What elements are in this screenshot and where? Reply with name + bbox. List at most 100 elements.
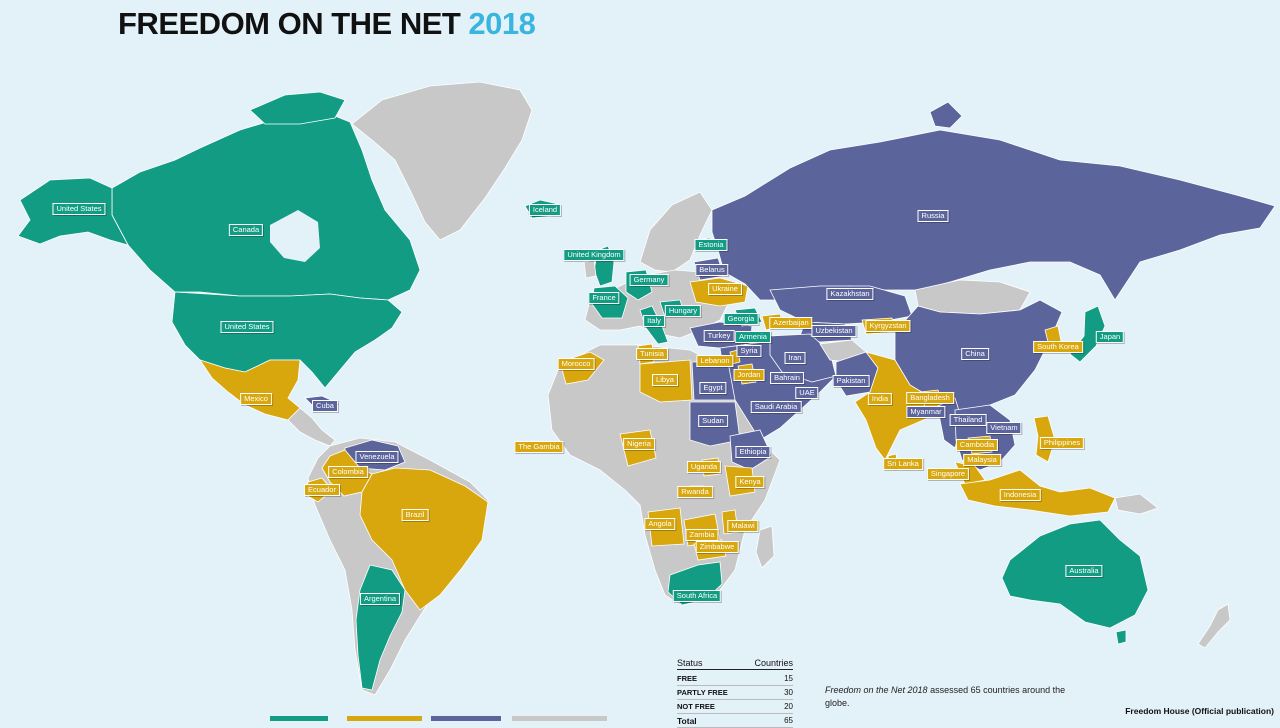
country-label-pakistan: Pakistan xyxy=(832,375,870,387)
status-total-label: Total xyxy=(677,715,697,726)
country-label-zimbabwe: Zimbabwe xyxy=(695,541,739,553)
country-label-saudi-arabia: Saudi Arabia xyxy=(750,401,802,413)
country-label-nigeria: Nigeria xyxy=(623,438,655,450)
country-label-malawi: Malawi xyxy=(727,520,759,532)
country-label-sudan: Sudan xyxy=(698,415,728,427)
country-label-brazil: Brazil xyxy=(401,509,429,521)
country-label-iran: Iran xyxy=(784,352,806,364)
country-label-jordan: Jordan xyxy=(733,369,765,381)
country-label-united-states-alaska: United States xyxy=(52,203,106,215)
title-year: 2018 xyxy=(468,6,536,41)
country-label-united-states: United States xyxy=(220,321,274,333)
country-label-vietnam: Vietnam xyxy=(986,422,1022,434)
country-label-australia: Australia xyxy=(1065,565,1103,577)
country-label-china: China xyxy=(961,348,989,360)
region-new-zealand xyxy=(1197,603,1231,649)
status-row-total: Total 65 xyxy=(677,714,793,728)
region-ireland xyxy=(583,259,597,279)
status-row-not-free: NOT FREE 20 xyxy=(677,700,793,714)
country-label-morocco: Morocco xyxy=(557,358,595,370)
country-label-georgia: Georgia xyxy=(723,313,759,325)
country-label-south-africa: South Africa xyxy=(672,590,722,602)
country-label-armenia: Armenia xyxy=(735,331,771,343)
legend-swatch-not-evaluated xyxy=(512,716,607,721)
country-label-italy: Italy xyxy=(643,315,665,327)
source-credit: Freedom House (Official publication) xyxy=(1125,706,1274,716)
status-partly-free-label: PARTLY FREE xyxy=(677,688,728,697)
note-publication: Freedom on the Net 2018 xyxy=(825,685,928,695)
country-label-indonesia: Indonesia xyxy=(999,489,1041,501)
region-canada-islands xyxy=(249,91,346,125)
country-label-thailand: Thailand xyxy=(949,414,987,426)
country-label-kazakhstan: Kazakhstan xyxy=(826,288,874,300)
note-text: assessed 65 countries around the globe. xyxy=(825,685,1066,708)
country-label-ethiopia: Ethiopia xyxy=(735,446,771,458)
legend-swatch-not-free xyxy=(431,716,501,721)
status-not-free-label: NOT FREE xyxy=(677,702,715,711)
country-label-ecuador: Ecuador xyxy=(304,484,340,496)
country-label-egypt: Egypt xyxy=(699,382,727,394)
country-label-venezuela: Venezuela xyxy=(355,451,399,463)
country-label-colombia: Colombia xyxy=(328,466,368,478)
region-greenland xyxy=(351,81,533,241)
country-label-south-korea: South Korea xyxy=(1033,341,1083,353)
country-label-myanmar: Myanmar xyxy=(906,406,946,418)
title-main: FREEDOM ON THE NET xyxy=(118,6,461,41)
country-label-kyrgyzstan: Kyrgyzstan xyxy=(865,320,911,332)
country-label-sri-lanka: Sri Lanka xyxy=(883,458,923,470)
legend-swatch-partly-free xyxy=(347,716,422,721)
country-label-azerbaijan: Azerbaijan xyxy=(769,317,813,329)
country-label-cambodia: Cambodia xyxy=(955,439,999,451)
country-label-uae: UAE xyxy=(795,387,819,399)
status-table: Status Countries FREE 15 PARTLY FREE 30 … xyxy=(677,658,793,728)
region-madagascar xyxy=(755,525,775,569)
status-not-free-count: 20 xyxy=(784,702,793,711)
region-hudson-bay xyxy=(270,210,320,262)
assessment-note: Freedom on the Net 2018 assessed 65 coun… xyxy=(825,684,1085,710)
country-label-rwanda: Rwanda xyxy=(677,486,713,498)
status-row-partly-free: PARTLY FREE 30 xyxy=(677,686,793,700)
status-row-free: FREE 15 xyxy=(677,672,793,686)
country-label-mexico: Mexico xyxy=(240,393,272,405)
page-title: FREEDOM ON THE NET 2018 xyxy=(118,6,536,42)
country-label-belarus: Belarus xyxy=(695,264,729,276)
region-russia-islands xyxy=(929,101,963,129)
status-free-count: 15 xyxy=(784,674,793,683)
legend-swatch-free xyxy=(270,716,328,721)
country-label-philippines: Philippines xyxy=(1039,437,1085,449)
country-label-turkey: Turkey xyxy=(703,330,735,342)
region-papua xyxy=(1114,493,1159,515)
country-label-malaysia: Malaysia xyxy=(963,454,1001,466)
country-label-uganda: Uganda xyxy=(686,461,722,473)
country-label-germany: Germany xyxy=(629,274,669,286)
status-total-count: 65 xyxy=(784,716,793,725)
country-label-uzbekistan: Uzbekistan xyxy=(811,325,857,337)
status-partly-free-count: 30 xyxy=(784,688,793,697)
country-label-singapore: Singapore xyxy=(926,468,970,480)
country-label-france: France xyxy=(588,292,620,304)
region-mexico xyxy=(199,359,301,421)
country-label-iceland: Iceland xyxy=(528,204,562,216)
country-label-united-kingdom: United Kingdom xyxy=(563,249,625,261)
country-label-india: India xyxy=(867,393,893,405)
country-label-lebanon: Lebanon xyxy=(696,355,734,367)
country-label-bangladesh: Bangladesh xyxy=(906,392,954,404)
country-label-hungary: Hungary xyxy=(664,305,702,317)
country-label-russia: Russia xyxy=(917,210,949,222)
country-label-ukraine: Ukraine xyxy=(708,283,742,295)
country-label-canada: Canada xyxy=(228,224,264,236)
region-central-america xyxy=(287,407,336,447)
country-label-zambia: Zambia xyxy=(685,529,719,541)
countries-header-label: Countries xyxy=(754,658,793,668)
country-label-tunisia: Tunisia xyxy=(636,348,668,360)
region-kazakhstan xyxy=(769,285,913,325)
region-tasmania xyxy=(1115,629,1127,645)
country-label-japan: Japan xyxy=(1095,331,1125,343)
country-label-kenya: Kenya xyxy=(735,476,765,488)
region-scandinavia xyxy=(639,191,713,273)
status-free-label: FREE xyxy=(677,674,698,683)
region-brazil xyxy=(359,467,489,611)
country-label-argentina: Argentina xyxy=(359,593,401,605)
country-label-cuba: Cuba xyxy=(312,400,338,412)
